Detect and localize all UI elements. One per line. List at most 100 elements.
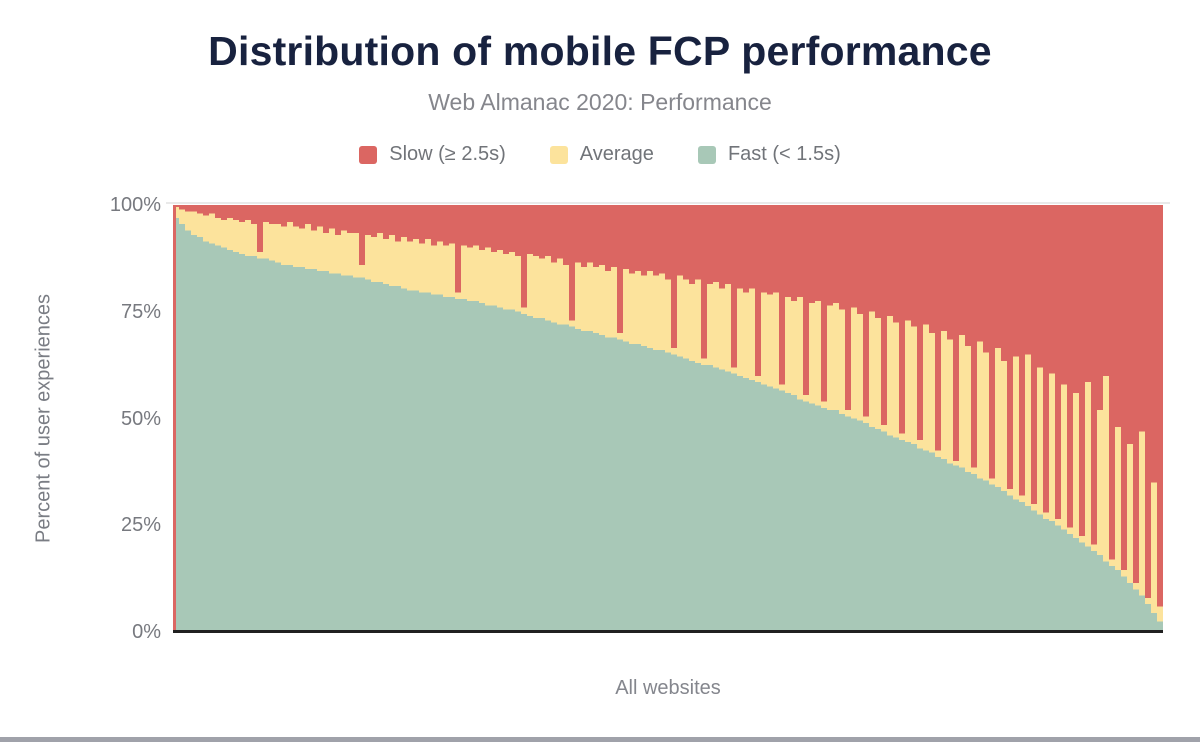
bar [809, 205, 815, 632]
bar [1085, 205, 1091, 632]
bar [911, 205, 917, 632]
bar [581, 205, 587, 632]
bar [1109, 205, 1115, 632]
bar [521, 205, 527, 632]
bar [197, 205, 203, 632]
bar [341, 205, 347, 632]
bar [173, 205, 179, 632]
bar [623, 205, 629, 632]
bar [1115, 205, 1121, 632]
bar [611, 205, 617, 632]
bar [1133, 205, 1139, 632]
bar [671, 205, 677, 632]
bar [677, 205, 683, 632]
bar [539, 205, 545, 632]
bar [791, 205, 797, 632]
bar [971, 205, 977, 632]
bar [731, 205, 737, 632]
gridline-100-percent [166, 202, 1170, 204]
bar [1091, 205, 1097, 632]
bar [1031, 205, 1037, 632]
bar [377, 205, 383, 632]
bar-columns [173, 205, 1163, 632]
bar [365, 205, 371, 632]
bar [1067, 205, 1073, 632]
bar [719, 205, 725, 632]
bar [395, 205, 401, 632]
bar [557, 205, 563, 632]
legend-label-fast: Fast (< 1.5s) [727, 143, 841, 165]
bar [689, 205, 695, 632]
bar [329, 205, 335, 632]
bar [401, 205, 407, 632]
bar [1019, 205, 1025, 632]
bar [347, 205, 353, 632]
bar [479, 205, 485, 632]
legend-label-slow: Slow (≥ 2.5s) [389, 143, 506, 165]
bottom-window-strip [0, 737, 1200, 742]
bar [761, 205, 767, 632]
bar [1157, 205, 1163, 632]
bar [1121, 205, 1127, 632]
bar [431, 205, 437, 632]
bar [1055, 205, 1061, 632]
chart-title: Distribution of mobile FCP performance [208, 28, 992, 74]
bar [551, 205, 557, 632]
bar [515, 205, 521, 632]
bar [527, 205, 533, 632]
bar [593, 205, 599, 632]
bar [713, 205, 719, 632]
bar [1097, 205, 1103, 632]
bar [1151, 205, 1157, 632]
bar [779, 205, 785, 632]
bar [863, 205, 869, 632]
bar [965, 205, 971, 632]
bar [389, 205, 395, 632]
bar [857, 205, 863, 632]
bar [821, 205, 827, 632]
bar [749, 205, 755, 632]
bar [875, 205, 881, 632]
bar [725, 205, 731, 632]
bar [605, 205, 611, 632]
bar [989, 205, 995, 632]
legend-swatch-average [549, 145, 568, 164]
bar [239, 205, 245, 632]
bar [203, 205, 209, 632]
bar [773, 205, 779, 632]
bar [653, 205, 659, 632]
bar [887, 205, 893, 632]
bar [437, 205, 443, 632]
y-tick-label: 25% [120, 514, 161, 537]
bar [473, 205, 479, 632]
bar [563, 205, 569, 632]
bar [767, 205, 773, 632]
bar [833, 205, 839, 632]
bar [503, 205, 509, 632]
chart-subtitle: Web Almanac 2020: Performance [428, 89, 772, 115]
bar [629, 205, 635, 632]
bar [695, 205, 701, 632]
bar [995, 205, 1001, 632]
bar [929, 205, 935, 632]
bar [743, 205, 749, 632]
y-tick-labels: 100% 75% 50% 25% 0% [0, 194, 161, 643]
bar [683, 205, 689, 632]
bar [1073, 205, 1079, 632]
bar [1037, 205, 1043, 632]
bar [905, 205, 911, 632]
bar [533, 205, 539, 632]
legend-swatch-slow [359, 145, 378, 164]
bar [287, 205, 293, 632]
bar [659, 205, 665, 632]
bar [755, 205, 761, 632]
bar [323, 205, 329, 632]
bar [227, 205, 233, 632]
bar [335, 205, 341, 632]
bar [647, 205, 653, 632]
y-tick-label: 100% [109, 194, 161, 216]
bar [959, 205, 965, 632]
bar [179, 205, 185, 632]
bar [1043, 205, 1049, 632]
bar [851, 205, 857, 632]
